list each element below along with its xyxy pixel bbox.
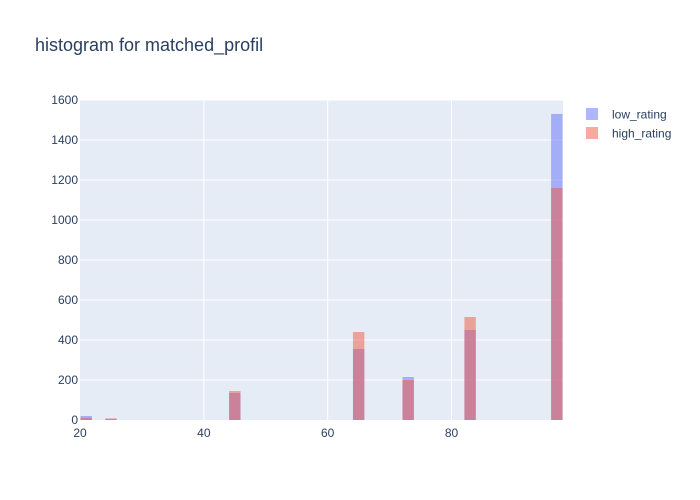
x-tick-label: 60 [321, 426, 335, 440]
y-axis-ticks: 0 200 400 600 800 1000 1200 1400 1600 [51, 93, 78, 427]
y-tick-label: 1200 [51, 173, 78, 187]
bar-high_rating[interactable] [105, 418, 117, 420]
bars [80, 114, 563, 420]
legend-label-low_rating[interactable]: low_rating [612, 108, 667, 122]
legend-label-high_rating[interactable]: high_rating [612, 127, 671, 141]
x-tick-label: 40 [197, 426, 211, 440]
chart-title: histogram for matched_profil [35, 35, 263, 56]
y-tick-label: 0 [71, 413, 78, 427]
x-tick-label: 20 [73, 426, 87, 440]
y-tick-label: 800 [58, 253, 78, 267]
y-tick-label: 600 [58, 293, 78, 307]
grid-lines [80, 99, 563, 420]
legend[interactable]: low_rating high_rating [586, 108, 671, 141]
y-tick-label: 1400 [51, 133, 78, 147]
x-axis-ticks: 20 40 60 80 [73, 426, 458, 440]
legend-swatch-high_rating[interactable] [586, 127, 598, 139]
bar-high_rating[interactable] [551, 188, 563, 420]
y-tick-label: 200 [58, 373, 78, 387]
y-tick-label: 1000 [51, 213, 78, 227]
bar-high_rating[interactable] [80, 418, 92, 420]
bar-high_rating[interactable] [229, 391, 241, 420]
bar-high_rating[interactable] [352, 332, 365, 420]
legend-swatch-low_rating[interactable] [586, 108, 598, 120]
y-tick-label: 1600 [51, 93, 78, 107]
bar-high_rating[interactable] [402, 380, 414, 420]
y-tick-label: 400 [58, 333, 78, 347]
x-tick-label: 80 [445, 426, 459, 440]
bar-high_rating[interactable] [464, 317, 476, 420]
